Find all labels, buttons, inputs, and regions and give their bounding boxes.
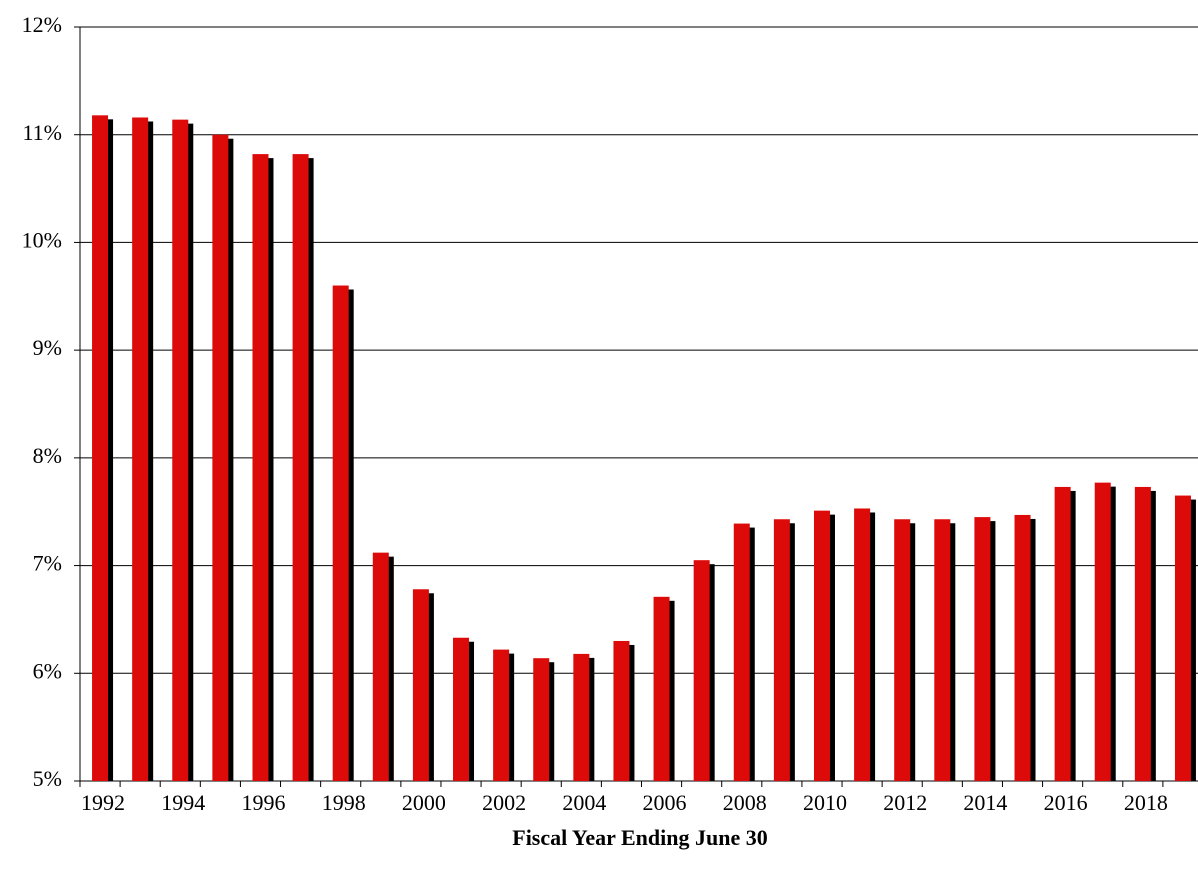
bar [1054, 486, 1071, 781]
bar [212, 134, 229, 781]
bar [412, 589, 429, 781]
bar [1174, 495, 1191, 781]
bar [493, 649, 510, 781]
x-tick-label: 1996 [241, 790, 285, 815]
bar [733, 523, 750, 781]
bar [172, 119, 189, 782]
y-tick-label: 12% [22, 12, 62, 37]
bar [894, 519, 911, 781]
y-tick-label: 7% [33, 551, 62, 576]
bar [1014, 514, 1031, 781]
x-tick-label: 2014 [963, 790, 1007, 815]
bar [653, 596, 670, 781]
y-tick-label: 9% [33, 335, 62, 360]
bar [974, 517, 991, 781]
bar [1134, 486, 1151, 781]
bar [573, 653, 590, 781]
bar [613, 640, 630, 781]
bar [934, 519, 951, 781]
x-tick-label: 2018 [1124, 790, 1168, 815]
x-tick-label: 2008 [723, 790, 767, 815]
bar [693, 560, 710, 781]
x-tick-label: 1992 [81, 790, 125, 815]
bar [332, 285, 349, 781]
bar [1094, 482, 1111, 781]
bar [372, 552, 389, 781]
bar [92, 115, 109, 782]
y-tick-label: 10% [22, 227, 62, 252]
y-tick-label: 11% [22, 120, 62, 145]
bar [533, 658, 550, 781]
x-tick-label: 2010 [803, 790, 847, 815]
x-tick-label: 1998 [322, 790, 366, 815]
bar [773, 519, 790, 781]
bar [252, 154, 269, 782]
bar [854, 508, 871, 781]
x-tick-label: 1994 [161, 790, 205, 815]
y-tick-label: 8% [33, 443, 62, 468]
bar [292, 154, 309, 782]
bar [132, 117, 149, 782]
y-tick-label: 6% [33, 658, 62, 683]
bar [813, 510, 830, 781]
x-tick-label: 2002 [482, 790, 526, 815]
x-tick-label: 2004 [562, 790, 606, 815]
x-axis-title: Fiscal Year Ending June 30 [512, 825, 767, 850]
x-tick-label: 2016 [1044, 790, 1088, 815]
bar [453, 637, 470, 781]
x-tick-label: 2006 [643, 790, 687, 815]
y-tick-label: 5% [33, 766, 62, 791]
x-tick-label: 2012 [883, 790, 927, 815]
x-tick-label: 2000 [402, 790, 446, 815]
